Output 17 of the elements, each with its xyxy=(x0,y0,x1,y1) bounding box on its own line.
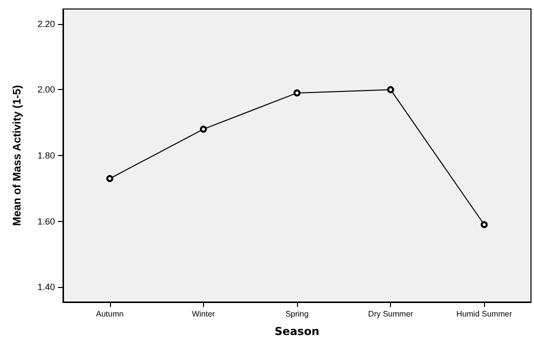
y-tick-label: 2.20 xyxy=(37,18,55,29)
point xyxy=(387,86,394,94)
point xyxy=(480,221,488,228)
x-tick-label: Humid Summer xyxy=(456,310,512,318)
y-tick-label: 1.60 xyxy=(37,216,55,226)
point xyxy=(200,126,207,133)
point xyxy=(294,89,300,96)
x-tick-label: Winter xyxy=(192,310,216,318)
point xyxy=(106,175,114,182)
x-axis-title: Season xyxy=(274,325,320,338)
x-tick-label: Autumn xyxy=(96,310,124,318)
x-tick-label: Spring xyxy=(285,310,309,318)
y-axis-title: Mean of Mass Activity (1-5) xyxy=(12,84,24,226)
y-tick-label: 1.40 xyxy=(37,282,55,292)
y-tick-label: 1.80 xyxy=(37,150,55,160)
x-tick-label: Dry Summer xyxy=(368,310,414,318)
y-tick-label: 2.00 xyxy=(37,84,55,95)
